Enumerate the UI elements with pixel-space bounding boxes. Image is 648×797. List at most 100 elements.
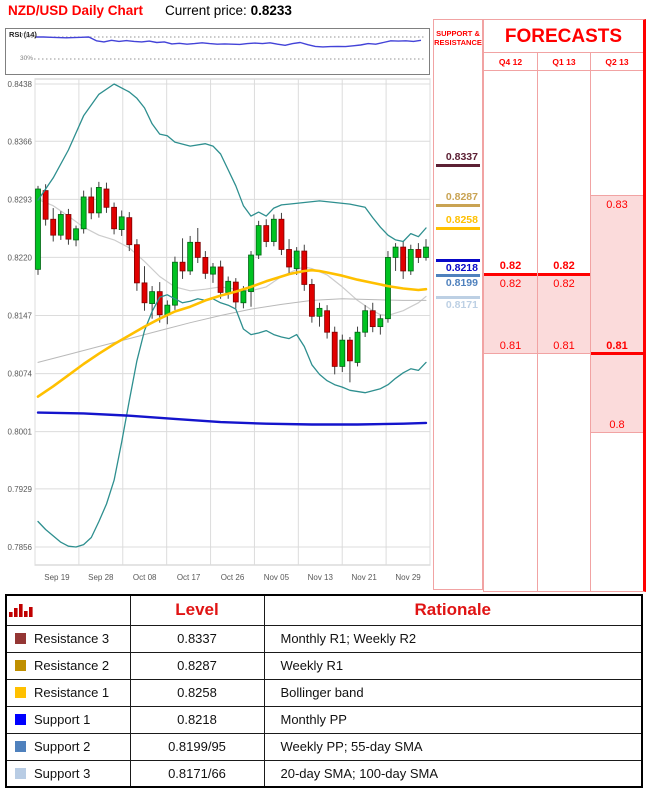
x-axis-label: Sep 19 bbox=[44, 573, 70, 582]
sr-level-line bbox=[436, 274, 480, 277]
candle-up bbox=[407, 249, 414, 272]
level-rationale-cell: Monthly PP bbox=[263, 705, 643, 734]
candle-down bbox=[331, 331, 338, 367]
candle-down bbox=[194, 241, 201, 258]
candle-up bbox=[362, 310, 369, 333]
forecast-quarter-label: Q1 13 bbox=[538, 53, 590, 71]
y-axis-label: 0.7929 bbox=[8, 485, 33, 494]
level-rationale-cell: Bollinger band bbox=[263, 678, 643, 707]
candle-down bbox=[217, 266, 224, 293]
level-value-cell: 0.8199/95 bbox=[129, 732, 265, 761]
sr-level-line bbox=[436, 296, 480, 299]
candle-down bbox=[65, 214, 72, 240]
sr-panel-header: SUPPORT & RESISTANCE bbox=[434, 29, 482, 48]
candle-down bbox=[111, 206, 117, 230]
forecast-value: 0.82 bbox=[553, 260, 575, 273]
candle-up bbox=[248, 254, 254, 293]
level-name-cell: Support 1 bbox=[5, 705, 131, 734]
candle-up bbox=[35, 188, 41, 270]
forecast-value: 0.82 bbox=[499, 260, 522, 273]
candle-down bbox=[134, 244, 140, 284]
rsi-lower-tick-label: 30% bbox=[20, 55, 34, 62]
sr-level-value: 0.8199 bbox=[445, 277, 478, 290]
candle-down bbox=[415, 249, 422, 258]
level-name-cell: Support 2 bbox=[5, 732, 131, 761]
candle-up bbox=[385, 257, 391, 320]
forecast-quarter-label: Q4 12 bbox=[484, 53, 537, 71]
y-axis-label: 0.8366 bbox=[8, 137, 33, 146]
y-axis-label: 0.8074 bbox=[8, 370, 33, 379]
sr-level-line bbox=[436, 259, 480, 262]
bar-chart-icon-bar bbox=[19, 604, 23, 618]
level-value-cell: 0.8218 bbox=[129, 705, 265, 734]
candle-up bbox=[270, 218, 277, 242]
x-axis-label: Sep 28 bbox=[88, 573, 114, 582]
bollinger-upper-line bbox=[37, 83, 427, 243]
candle-down bbox=[369, 310, 376, 328]
candle-up bbox=[354, 331, 361, 363]
candle-up bbox=[172, 261, 178, 306]
bollinger-lower-line bbox=[37, 294, 427, 548]
candle-up bbox=[80, 196, 87, 230]
rsi-plot bbox=[34, 36, 424, 60]
candle-up bbox=[149, 291, 156, 304]
forecast-value: 0.81 bbox=[606, 339, 628, 352]
level-color-swatch bbox=[15, 741, 26, 752]
sr-level-value: 0.8171 bbox=[445, 299, 478, 312]
candle-down bbox=[179, 261, 186, 272]
x-axis-label: Nov 05 bbox=[264, 573, 290, 582]
x-axis-label: Oct 17 bbox=[177, 573, 201, 582]
forecast-column-q1-13: Q1 13 0.82 0.82 0.81 bbox=[537, 53, 590, 591]
table-row: Resistance 1 0.8258 Bollinger band bbox=[5, 678, 643, 707]
candle-up bbox=[73, 228, 79, 241]
table-row: Resistance 3 0.8337 Monthly R1; Weekly R2 bbox=[5, 624, 643, 653]
y-axis-label: 0.8438 bbox=[8, 80, 33, 89]
levels-table: Level Rationale Resistance 3 0.8337 Monthl… bbox=[5, 594, 643, 788]
rsi-line bbox=[36, 36, 422, 48]
candle-up bbox=[255, 225, 262, 256]
table-row: Support 2 0.8199/95 Weekly PP; 55-day SMA bbox=[5, 732, 643, 761]
candle-down bbox=[156, 291, 163, 316]
candle-down bbox=[263, 225, 270, 242]
y-axis-label: 0.8220 bbox=[8, 253, 33, 262]
page-title: NZD/USD Daily Chart bbox=[8, 3, 144, 18]
candle-up bbox=[423, 246, 429, 258]
price-chart: 0.8438 0.8366 0.8293 0.8220 0.8147 0.8074 0.80… bbox=[8, 78, 431, 582]
candle-down bbox=[347, 339, 353, 362]
sr-level-line bbox=[436, 227, 480, 230]
candle-down bbox=[286, 249, 292, 268]
forecast-value: 0.8 bbox=[609, 419, 625, 432]
table-row: Resistance 2 0.8287 Weekly R1 bbox=[5, 651, 643, 680]
forecast-column-q2-13: Q2 13 0.83 0.81 0.8 bbox=[590, 53, 643, 591]
rsi-indicator-label: RSI (14) bbox=[9, 30, 37, 39]
level-value-cell: 0.8258 bbox=[129, 678, 265, 707]
sr-level-line bbox=[436, 164, 480, 167]
sr-level-line bbox=[436, 204, 480, 207]
bar-chart-icon-bar bbox=[9, 612, 13, 618]
forecast-bold-level-line bbox=[591, 352, 643, 356]
forecast-column-body: 0.82 0.82 0.81 bbox=[484, 71, 537, 591]
candle-down bbox=[126, 217, 133, 246]
candle-down bbox=[103, 188, 110, 208]
y-axis-label: 0.8147 bbox=[8, 312, 33, 321]
forecasts-header: FORECASTS bbox=[484, 20, 643, 53]
support-resistance-panel: SUPPORT & RESISTANCE 0.8337 0.8287 0.8258 0… bbox=[433, 19, 483, 590]
level-name-cell: Support 3 bbox=[5, 759, 131, 788]
rsi-panel: RSI (14) 70% 30% bbox=[5, 28, 430, 75]
level-color-swatch bbox=[15, 633, 26, 644]
candle-down bbox=[50, 218, 57, 236]
forecast-bold-level-line bbox=[538, 272, 590, 276]
table-corner-cell bbox=[5, 594, 131, 626]
level-color-swatch bbox=[15, 714, 26, 725]
table-row: Support 1 0.8218 Monthly PP bbox=[5, 705, 643, 734]
forecasts-panel: FORECASTS Q4 12 0.82 0.82 0.81 Q1 13 0.82 0.82… bbox=[483, 19, 646, 592]
level-color-swatch bbox=[15, 767, 26, 779]
sma-100-line bbox=[37, 298, 427, 363]
bar-chart-icon bbox=[9, 604, 33, 618]
x-axis-label: Oct 08 bbox=[133, 573, 157, 582]
level-value-cell: 0.8337 bbox=[129, 624, 265, 653]
current-price-label: Current price: bbox=[165, 3, 247, 18]
level-value-cell: 0.8171/66 bbox=[129, 759, 265, 788]
y-axis-label: 0.7856 bbox=[8, 543, 33, 552]
candle-up bbox=[293, 250, 300, 269]
